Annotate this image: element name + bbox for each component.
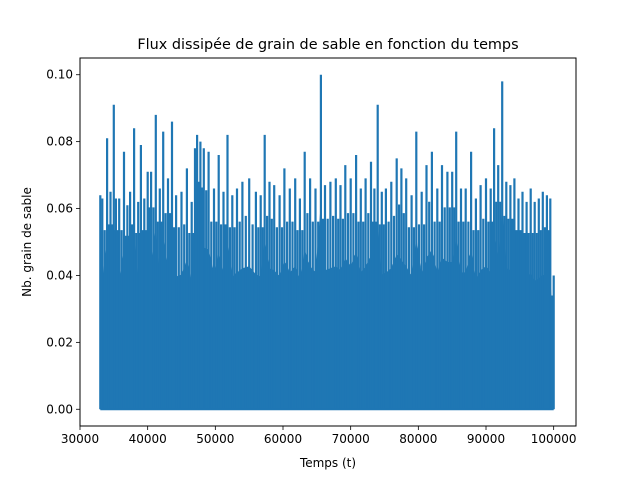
x-ticks: 30000 40000 50000 60000 70000 80000 90000 10000… [61,426,577,446]
x-tick-label: 60000 [264,432,302,446]
y-tick-label: 0.06 [46,202,73,216]
y-tick-label: 0.10 [46,68,73,82]
data-layer [99,74,555,411]
plot-frame [79,57,577,427]
x-tick-label: 70000 [332,432,370,446]
y-axis-label: Nb. grain de sable [20,187,34,297]
x-tick-label: 90000 [467,432,505,446]
x-tick-label: 40000 [129,432,167,446]
y-ticks: 0.00 0.02 0.04 0.06 0.08 0.10 [46,68,80,416]
x-tick-label: 30000 [61,432,99,446]
y-tick-label: 0.00 [46,402,73,416]
y-tick-label: 0.04 [46,268,73,282]
y-tick-label: 0.02 [46,335,73,349]
x-tick-label: 50000 [196,432,234,446]
x-tick-label: 100000 [531,432,577,446]
x-axis-label: Temps (t) [299,456,356,470]
y-tick-label: 0.08 [46,135,73,149]
chart-title: Flux dissipée de grain de sable en fonct… [137,37,518,53]
x-tick-label: 80000 [399,432,437,446]
